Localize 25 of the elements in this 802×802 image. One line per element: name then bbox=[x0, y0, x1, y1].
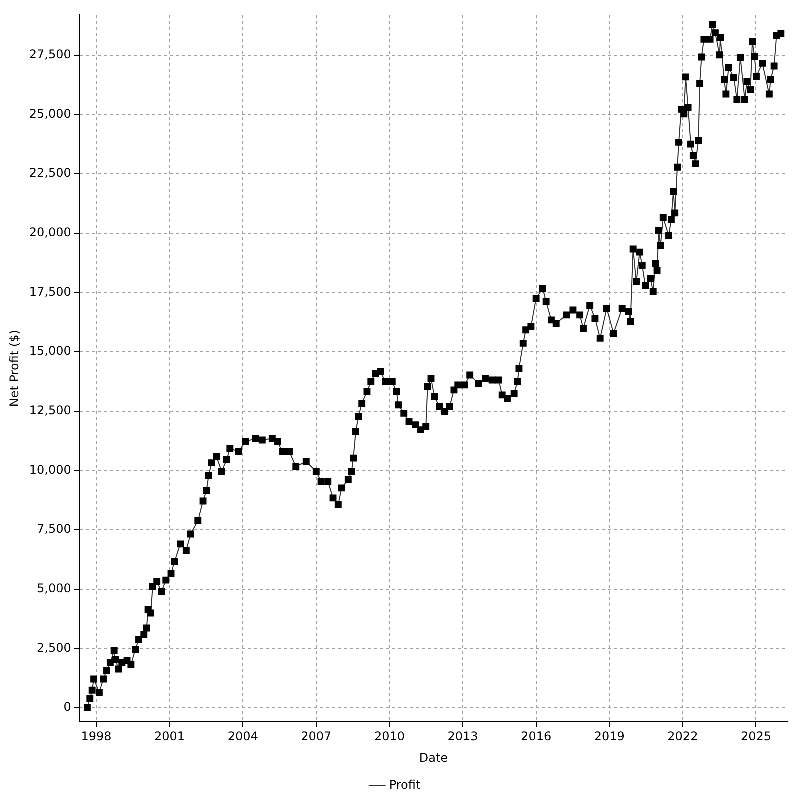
y-tick-label: 7,500 bbox=[37, 522, 72, 536]
x-tick-label: 2022 bbox=[668, 730, 698, 744]
legend-label: Profit bbox=[389, 778, 421, 792]
y-tick-label: 2,500 bbox=[37, 640, 72, 655]
x-tick-label: 2004 bbox=[228, 730, 258, 744]
x-tick-label: 2001 bbox=[154, 730, 186, 744]
x-tick-label: 2007 bbox=[301, 730, 332, 744]
y-tick-label: 15,000 bbox=[29, 344, 72, 358]
x-tick-label: 2013 bbox=[448, 730, 478, 744]
x-tick-label: 2010 bbox=[374, 730, 405, 744]
y-tick-label: 5,000 bbox=[37, 581, 72, 596]
y-tick-label: 17,500 bbox=[29, 284, 72, 299]
x-axis-title: Date bbox=[419, 750, 448, 765]
y-tick-label: 10,000 bbox=[29, 462, 72, 477]
x-tick-label: 1998 bbox=[81, 730, 112, 744]
y-tick-label: 22,500 bbox=[29, 166, 72, 180]
y-axis-title: Net Profit ($) bbox=[7, 330, 22, 408]
y-tick-label: 12,500 bbox=[29, 403, 72, 418]
y-tick-label: 0 bbox=[64, 700, 72, 714]
y-tick-label: 25,000 bbox=[29, 106, 72, 121]
x-tick-label: 2025 bbox=[740, 730, 772, 744]
x-tick-label: 2019 bbox=[594, 730, 625, 744]
y-tick-label: 27,500 bbox=[29, 47, 72, 62]
y-tick-label: 20,000 bbox=[29, 225, 72, 240]
x-tick-label: 2016 bbox=[521, 730, 552, 744]
